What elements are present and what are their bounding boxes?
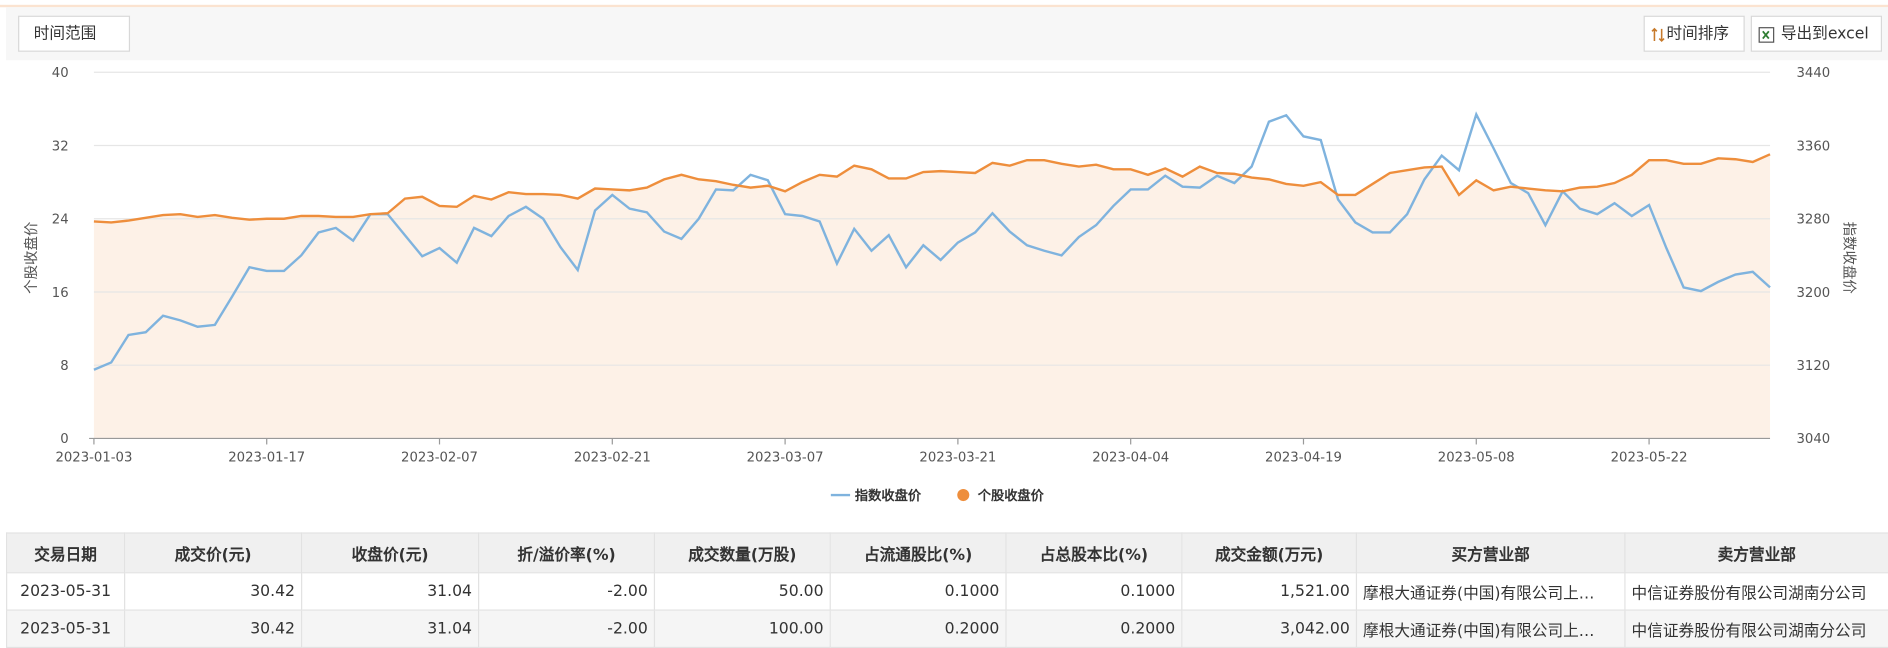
table-cell: 中信证券股份有限公司湖南分公司 xyxy=(1624,572,1888,611)
table-cell: 2023-05-31 xyxy=(6,572,126,611)
legend-label: 指数收盘价 xyxy=(855,487,922,504)
column-header: 收盘价(元) xyxy=(301,532,480,574)
legend-symbol xyxy=(957,489,970,502)
column-header: 卖方营业部 xyxy=(1624,532,1888,574)
column-header: 折/溢价率(%) xyxy=(478,532,656,574)
excel-icon xyxy=(1758,27,1775,43)
sort-button[interactable]: 时间排序 xyxy=(1643,15,1745,52)
x-tick-label: 2023-02-21 xyxy=(574,450,651,465)
y2-tick-label: 3440 xyxy=(1797,66,1831,81)
header-row: 交易日期 成交价(元) 收盘价(元) 折/溢价率(%) 成交数量(万股) 占流通股比(%)… xyxy=(6,532,1888,574)
table-row: 2023-05-31 30.42 31.04 -2.00 50.00 0.1000 0.10… xyxy=(6,572,1888,611)
legend-label: 个股收盘价 xyxy=(977,487,1045,504)
table-cell: 3,042.00 xyxy=(1181,609,1358,648)
y-tick-label: 8 xyxy=(60,359,68,374)
y2-tick-label: 3360 xyxy=(1797,139,1831,154)
y-tick-label: 24 xyxy=(52,213,69,228)
table-cell: 30.42 xyxy=(124,572,303,611)
y2-tick-label: 3280 xyxy=(1797,213,1831,228)
column-header: 占总股本比(%) xyxy=(1005,532,1183,574)
x-tick-label: 2023-01-17 xyxy=(228,450,305,465)
x-tick-label: 2023-03-21 xyxy=(919,450,996,465)
table-cell: 1,521.00 xyxy=(1181,572,1358,611)
x-tick-label: 2023-04-19 xyxy=(1265,450,1342,465)
table-body: 2023-05-31 30.42 31.04 -2.00 50.00 0.1000 0.10… xyxy=(6,572,1888,648)
area xyxy=(93,154,1771,439)
column-header: 成交价(元) xyxy=(124,532,303,574)
x-tick-label: 2023-04-04 xyxy=(1092,450,1169,465)
series-line xyxy=(93,153,1771,224)
table-cell: 2023-05-31 xyxy=(6,609,126,648)
table-cell: 0.1000 xyxy=(1005,572,1183,611)
table-cell: 0.2000 xyxy=(829,609,1007,648)
range-button[interactable]: 时间范围 xyxy=(18,15,131,52)
y-tick-label: 40 xyxy=(52,66,69,81)
table-cell: 50.00 xyxy=(653,572,831,611)
x-tick-label: 2023-03-07 xyxy=(747,450,824,465)
sort-icon xyxy=(1651,27,1665,43)
x-tick-label: 2023-05-08 xyxy=(1438,450,1515,465)
y2-axis-title: 指数收盘价 xyxy=(1841,222,1859,294)
y-axis-title: 个股收盘价 xyxy=(22,222,40,294)
table-cell: 摩根大通证券(中国)有限公司上… xyxy=(1355,609,1626,648)
table-cell: 0.1000 xyxy=(829,572,1007,611)
x-tick-label: 2023-01-03 xyxy=(55,450,132,465)
sort-label: 时间排序 xyxy=(1666,25,1730,44)
export-label: 导出到excel xyxy=(1780,25,1869,44)
column-header: 占流通股比(%) xyxy=(829,532,1007,574)
table-cell: 100.00 xyxy=(653,609,831,648)
column-header: 成交数量(万股) xyxy=(653,532,831,574)
y2-tick-label: 3040 xyxy=(1797,432,1831,447)
top-accent xyxy=(0,4,1888,8)
column-header: 成交金额(万元) xyxy=(1181,532,1358,574)
table-row: 2023-05-31 30.42 31.04 -2.00 100.00 0.2000 0.2… xyxy=(6,609,1888,648)
table-cell: -2.00 xyxy=(478,609,656,648)
y-tick-label: 16 xyxy=(52,286,69,301)
x-tick-label: 2023-02-07 xyxy=(401,450,478,465)
export-button[interactable]: 导出到excel xyxy=(1750,15,1883,52)
y2-tick-label: 3120 xyxy=(1797,359,1831,374)
table-cell: 摩根大通证券(中国)有限公司上… xyxy=(1355,572,1626,611)
table-cell: -2.00 xyxy=(478,572,656,611)
column-header: 交易日期 xyxy=(6,532,126,574)
table-cell: 31.04 xyxy=(301,609,480,648)
toolbar: 时间范围 时间排序 导出到excel xyxy=(6,7,1888,61)
table-cell: 30.42 xyxy=(124,609,303,648)
trade-table: 交易日期 成交价(元) 收盘价(元) 折/溢价率(%) 成交数量(万股) 占流通股比(%)… xyxy=(6,532,1888,648)
table-cell: 中信证券股份有限公司湖南分公司 xyxy=(1624,609,1888,648)
table-cell: 31.04 xyxy=(301,572,480,611)
table-cell: 0.2000 xyxy=(1005,609,1183,648)
chart: 0 8 16 24 32 40 3040 3120 3200 3280 3360 3440 2023-0… xyxy=(22,66,1859,504)
y2-tick-label: 3200 xyxy=(1797,286,1831,301)
x-tick-label: 2023-05-22 xyxy=(1611,450,1688,465)
column-header: 买方营业部 xyxy=(1355,532,1626,574)
y-tick-label: 0 xyxy=(60,432,68,447)
y-tick-label: 32 xyxy=(52,139,69,154)
